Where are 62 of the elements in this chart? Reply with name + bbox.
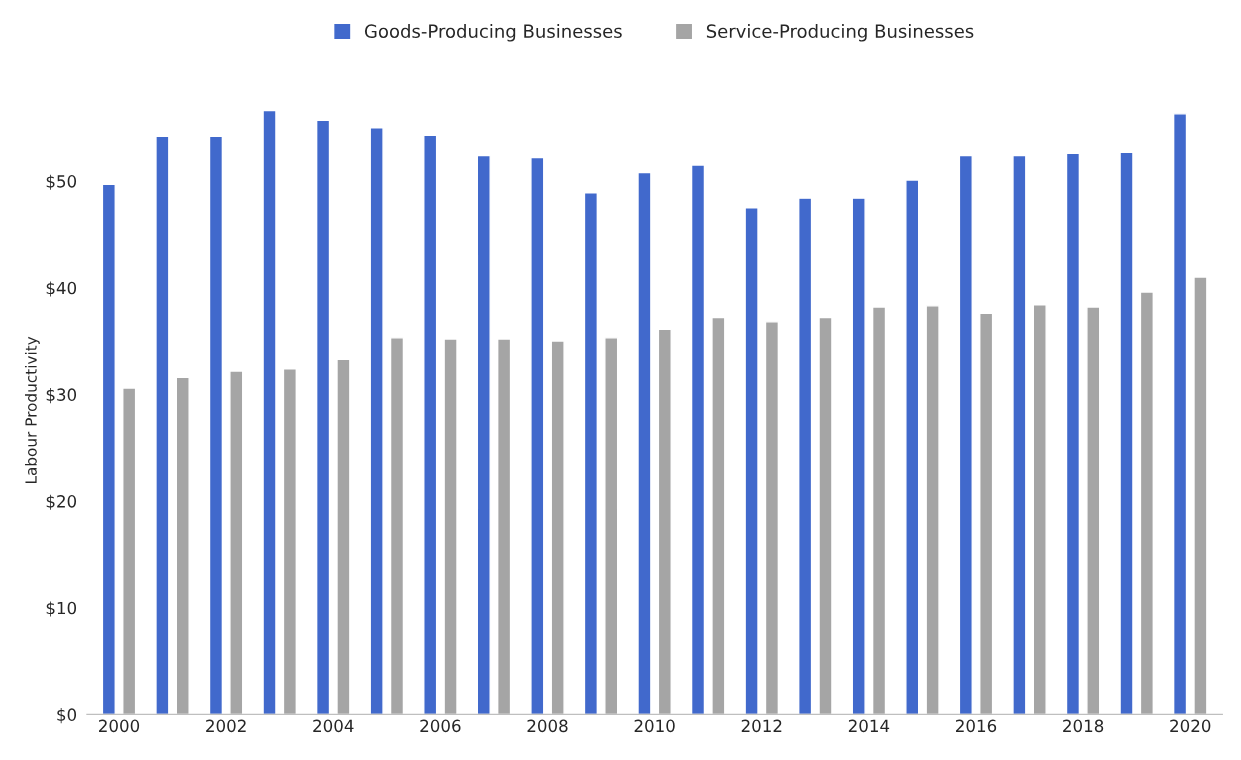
y-tick-label: $0 [57,708,77,724]
y-tick-label: $30 [46,388,77,404]
bar [336,358,351,715]
bar [389,337,405,715]
bar [208,135,224,715]
x-tick-label: 2018 [1063,719,1104,733]
bar [1065,152,1081,715]
bar [958,154,973,715]
y-tick-label: $50 [46,174,77,190]
bar [1139,291,1154,715]
bar [315,119,331,715]
legend-label: Service-Producing Businesses [706,24,974,42]
bar [476,154,491,715]
bar [905,179,920,715]
y-tick-label: $20 [46,494,77,510]
bar [175,376,190,715]
x-tick-label: 2002 [206,719,246,733]
bar [369,127,384,715]
bar [711,316,726,715]
bar [1086,306,1101,715]
x-tick-label: 2004 [313,719,354,733]
x-tick-label: 2012 [741,719,782,733]
bar [690,164,706,715]
bar [1032,304,1047,715]
x-tick-label: 2008 [527,719,568,733]
legend-label: Goods-Producing Businesses [364,24,622,42]
bar [1172,113,1188,715]
bar [851,197,866,715]
bar [122,387,137,715]
bar [871,306,887,715]
x-tick-label: 2006 [420,719,461,733]
bar [1012,154,1027,715]
bar [443,338,458,715]
bar [764,321,780,715]
bar [530,156,545,715]
bar [604,337,619,715]
y-axis-title: Labour Productivity [24,336,40,484]
bar [583,192,599,715]
bar [818,316,833,715]
x-tick-label: 2010 [634,719,675,733]
bar [229,370,244,715]
bar [925,305,940,715]
y-tick-label: $10 [46,601,77,617]
bar [798,197,813,715]
x-tick-label: 2000 [99,719,140,733]
x-tick-label: 2016 [956,719,997,733]
bar [550,340,565,715]
bar [637,171,652,715]
bar [282,368,297,715]
bar [262,109,277,715]
y-tick-label: $40 [46,281,77,297]
bar [496,338,512,715]
x-tick-label: 2020 [1170,719,1211,733]
bar [1193,276,1208,715]
bar [155,135,170,715]
bar [423,134,438,715]
bar [657,328,672,715]
bar [744,207,759,715]
bar [979,312,994,715]
bar [101,183,116,715]
x-tick-label: 2014 [848,719,890,733]
bar [1119,151,1134,715]
